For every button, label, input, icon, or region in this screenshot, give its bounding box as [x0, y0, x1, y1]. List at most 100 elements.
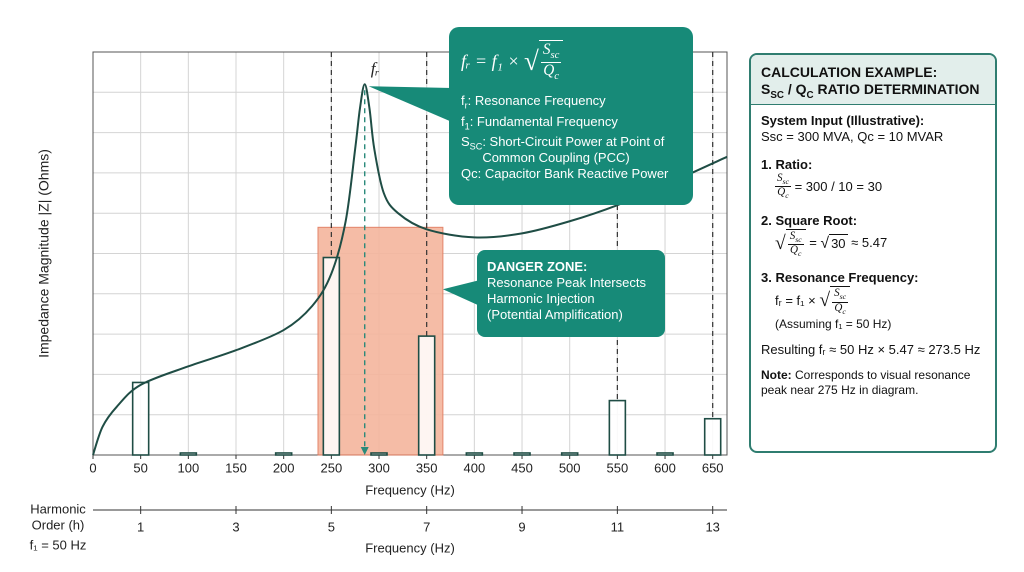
step2-eq: = — [805, 235, 821, 251]
input: Ssc = 300 MVA, Qc = 10 MVAR — [761, 129, 944, 144]
harmonic-tick-label: 13 — [705, 519, 719, 534]
danger-pointer — [442, 280, 480, 306]
harmonic-bar — [322, 256, 341, 456]
x-tick-label: 50 — [133, 460, 147, 475]
x-tick-label: 500 — [559, 460, 581, 475]
harmonic-tick-label: 11 — [611, 519, 625, 534]
def-sym: S — [461, 134, 470, 150]
panel-title: CALCULATION EXAMPLE: — [761, 64, 938, 80]
num: S — [789, 229, 796, 242]
resonance-label: fᵣ — [371, 59, 380, 78]
harmonic-bar — [513, 452, 531, 456]
panel-body: System Input (Illustrative): Ssc = 300 M… — [751, 105, 995, 406]
harmonic-title: Harmonic — [30, 501, 86, 516]
def-sub: r — [464, 100, 468, 111]
t: / Q — [783, 81, 807, 97]
x-tick-label: 300 — [368, 460, 390, 475]
harmonic-tick-label: 5 — [328, 519, 335, 534]
x-tick-label: 0 — [89, 460, 96, 475]
step1: Ssc Qc = 300 / 10 = 30 — [761, 172, 985, 201]
note-label: Note: — [761, 367, 792, 382]
x-tick-label: 250 — [320, 460, 342, 475]
num-sub: sc — [782, 177, 789, 187]
callout-pointer — [368, 86, 452, 122]
harmonic-bar — [179, 452, 198, 456]
x-tick-label: 550 — [607, 460, 629, 475]
num-sub: sc — [839, 292, 847, 302]
harmonic-bar — [417, 335, 436, 456]
den-sub: c — [554, 69, 560, 82]
y-axis-label: Impedance Magnitude |Z| (Ohms) — [36, 149, 52, 358]
num-sub: sc — [795, 234, 802, 244]
harmonic-tick-label: 9 — [518, 519, 525, 534]
definition: f1: Fundamental Frequency — [461, 114, 683, 135]
impedance-curve — [92, 83, 728, 456]
step-title: 3. Resonance Frequency: — [761, 270, 919, 286]
den-sub: c — [842, 306, 846, 316]
result: Resulting fᵣ ≈ 50 Hz × 5.47 ≈ 273.5 Hz — [761, 341, 981, 357]
x-tick-label: 350 — [416, 460, 438, 475]
fundamental-label: f₁ = 50 Hz — [30, 537, 87, 552]
harmonic-tick-label: 3 — [232, 519, 239, 534]
danger-line: (Potential Amplification) — [487, 307, 623, 322]
harmonic-bar — [703, 417, 722, 456]
x-tick-label: 150 — [225, 460, 247, 475]
den: Q — [834, 301, 843, 314]
def-symbol: Qc — [461, 166, 478, 182]
num: S — [542, 41, 551, 59]
def-sym: f — [461, 113, 465, 129]
step2: √ Ssc Qc = √ 30 ≈ 5.47 — [775, 228, 888, 259]
den: Q — [543, 61, 555, 79]
step2-res: ≈ 5.47 — [847, 235, 888, 251]
harmonic-title: Order (h) — [32, 517, 85, 532]
formula-callout: fᵣ = f₁ × √ Ssc Qc fr: Resonance Frequency… — [449, 27, 693, 205]
harmonic-bar — [370, 452, 388, 456]
num-sub: sc — [550, 49, 560, 62]
x-axis-label: Frequency (Hz) — [365, 482, 455, 497]
harmonic-tick-label: 7 — [423, 519, 430, 534]
step3: fᵣ = f₁ × √ Ssc Qc — [761, 286, 985, 316]
harmonic-bar — [131, 381, 150, 456]
danger-title: DANGER ZONE: — [487, 259, 588, 274]
x-tick-label: 200 — [273, 460, 295, 475]
den: Q — [777, 186, 786, 199]
definitions: fr: Resonance Frequency f1: Fundamental F… — [461, 93, 683, 182]
harmonic-bar — [560, 452, 579, 456]
x-tick-label: 600 — [654, 460, 676, 475]
step2-rad: 30 — [829, 234, 848, 252]
input-title: System Input (Illustrative): — [761, 113, 925, 128]
note: Note: Corresponds to visual resonance pe… — [761, 368, 985, 398]
x-tick-label: 400 — [464, 460, 486, 475]
step-title: 1. Ratio: — [761, 157, 813, 172]
step-title: 2. Square Root: — [761, 212, 858, 228]
def-symbol: SSC — [461, 134, 482, 166]
harmonic-bar — [656, 452, 674, 456]
def-text: : Resonance Frequency — [467, 93, 606, 108]
t: SC — [770, 89, 784, 101]
x-tick-label: 650 — [702, 460, 724, 475]
x-tick-label: 450 — [511, 460, 533, 475]
harmonic-bar — [608, 399, 627, 456]
def-sub: SC — [469, 141, 483, 152]
panel-subtitle: SSC / QC RATIO DETERMINATION — [761, 81, 985, 104]
calc-panel: CALCULATION EXAMPLE: SSC / QC RATIO DETE… — [749, 53, 997, 453]
num: S — [777, 172, 783, 184]
num: S — [834, 287, 840, 300]
danger-lines: Resonance Peak Intersects Harmonic Inject… — [487, 275, 655, 323]
harmonic-bar — [274, 452, 293, 456]
den-sub: c — [785, 191, 789, 201]
def-sym: f — [461, 93, 465, 108]
harmonic-tick-label: 1 — [137, 519, 144, 534]
formula: fᵣ = f₁ × √ Ssc Qc — [461, 39, 683, 83]
def-text: : Fundamental Frequency — [469, 113, 618, 129]
harmonic-x-label: Frequency (Hz) — [365, 540, 455, 555]
formula-lhs: fᵣ = f₁ × — [461, 50, 524, 71]
def-sub: 1 — [464, 121, 470, 132]
def-text: : Capacitor Bank Reactive Power — [477, 166, 669, 182]
definition: fr: Resonance Frequency — [461, 93, 683, 114]
t: RATIO DETERMINATION — [813, 81, 980, 97]
danger-callout: DANGER ZONE: Resonance Peak Intersects Ha… — [477, 250, 665, 337]
resonance-arrow — [360, 447, 369, 455]
note-text: Corresponds to visual resonance peak nea… — [761, 367, 971, 397]
